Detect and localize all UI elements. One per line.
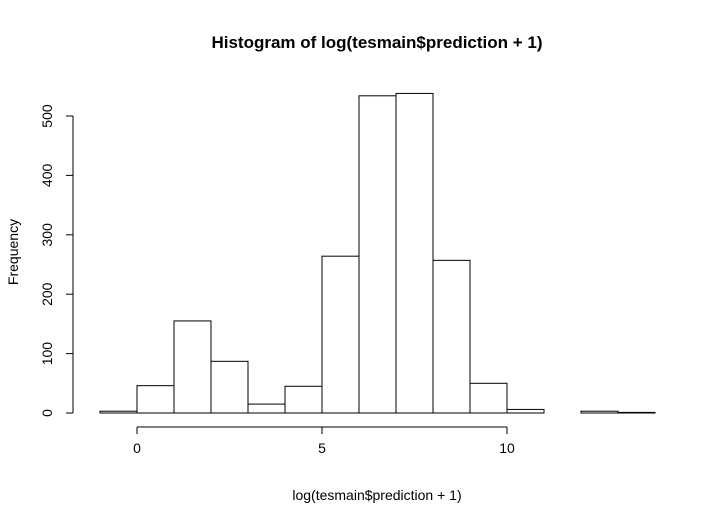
histogram-bar <box>395 92 434 414</box>
bars-group <box>99 92 656 414</box>
histogram-bar <box>506 408 545 414</box>
histogram-bar <box>210 360 249 414</box>
histogram-bar <box>99 410 138 414</box>
histogram-bar <box>321 255 360 414</box>
x-axis-label: log(tesmain$prediction + 1) <box>292 487 461 503</box>
y-tick-label: 500 <box>39 104 55 128</box>
y-tick-label: 200 <box>39 282 55 306</box>
histogram-bar <box>432 259 471 414</box>
histogram-bar <box>580 410 619 414</box>
x-tick-label: 10 <box>499 440 515 456</box>
x-tick-label: 0 <box>133 440 141 456</box>
y-tick-label: 0 <box>39 409 55 417</box>
y-tick-label: 100 <box>39 342 55 366</box>
histogram-bar <box>284 385 323 414</box>
y-axis-label: Frequency <box>5 219 21 285</box>
x-tick-label: 5 <box>318 440 326 456</box>
y-tick-label: 400 <box>39 164 55 188</box>
histogram-bar <box>173 320 212 414</box>
histogram-bar <box>358 95 397 414</box>
y-axis: 0 100 200 300 400 500 <box>39 104 74 417</box>
x-axis: 0 5 10 <box>133 426 515 456</box>
histogram-bar <box>136 385 175 414</box>
chart-title: Histogram of log(tesmain$prediction + 1) <box>211 33 542 52</box>
y-tick-label: 300 <box>39 223 55 247</box>
histogram-bar <box>617 411 656 414</box>
histogram-bar <box>247 403 286 414</box>
histogram-bar <box>469 382 508 414</box>
